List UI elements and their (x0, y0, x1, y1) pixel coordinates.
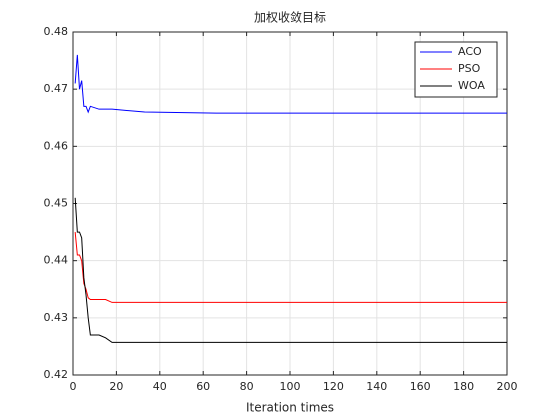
x-tick-label: 180 (453, 380, 474, 393)
chart-title: 加权收敛目标 (254, 10, 326, 25)
x-tick-label: 140 (366, 380, 387, 393)
x-tick-label: 20 (109, 380, 123, 393)
x-tick-label: 100 (280, 380, 301, 393)
x-tick-label: 120 (323, 380, 344, 393)
y-tick-label: 0.47 (44, 82, 69, 95)
x-axis-label: Iteration times (246, 401, 334, 415)
x-tick-label: 60 (196, 380, 210, 393)
y-tick-label: 0.46 (44, 139, 69, 152)
y-tick-label: 0.45 (44, 197, 69, 210)
y-tick-label: 0.44 (44, 254, 69, 267)
x-tick-label: 40 (153, 380, 167, 393)
data-line (74, 232, 507, 303)
x-tick-label: 0 (70, 380, 77, 393)
x-tick-label: 200 (497, 380, 518, 393)
legend-label: WOA (458, 79, 485, 92)
legend-label: PSO (458, 62, 481, 75)
y-tick-label: 0.42 (44, 368, 69, 381)
legend-label: ACO (458, 45, 482, 58)
y-tick-label: 0.48 (44, 25, 69, 38)
axes-box (72, 31, 508, 376)
data-line (74, 197, 507, 343)
x-tick-label: 80 (240, 380, 254, 393)
y-tick-label: 0.43 (44, 311, 69, 324)
x-tick-label: 160 (410, 380, 431, 393)
data-line (74, 54, 507, 114)
